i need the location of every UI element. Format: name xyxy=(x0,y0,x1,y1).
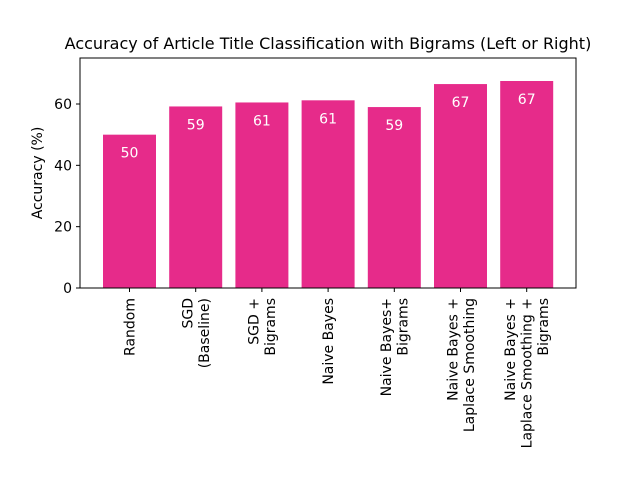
x-tick-label-line: Naive Bayes+ xyxy=(379,298,395,396)
plot-frame xyxy=(79,57,577,289)
bars-layer xyxy=(103,81,554,288)
bar-value-label: 59 xyxy=(385,118,403,134)
x-tick-label-line: Laplace Smoothing xyxy=(462,298,478,432)
x-tick-label-line: Random xyxy=(123,298,139,356)
bar-value-label: 67 xyxy=(452,95,470,111)
y-tick-label: 60 xyxy=(54,97,72,113)
bar xyxy=(169,106,223,288)
y-tick-label: 40 xyxy=(54,158,72,174)
bar-value-label: 61 xyxy=(253,113,271,129)
x-tick-label-line: Laplace Smoothing + xyxy=(520,298,536,448)
x-tick-label-line: Bigrams xyxy=(396,298,412,356)
bar xyxy=(235,102,289,288)
y-axis: 0 20 40 60 xyxy=(54,97,80,297)
y-tick-label: 20 xyxy=(54,220,72,236)
y-axis-label: Accuracy (%) xyxy=(30,127,46,220)
chart-title: Accuracy of Article Title Classification… xyxy=(65,34,592,53)
x-tick-label-line: SGD xyxy=(180,298,196,329)
x-tick-label-line: Naive Bayes xyxy=(321,298,337,385)
x-tick-label-line: Bigrams xyxy=(536,298,552,356)
x-tick-label-line: (Baseline) xyxy=(197,298,213,368)
x-tick-label: Naive Bayes xyxy=(321,298,337,385)
bar xyxy=(367,107,421,288)
bar-value-label: 50 xyxy=(121,146,139,162)
x-tick-label-line: Naive Bayes + xyxy=(445,298,461,401)
x-axis: Random SGD (Baseline) SGD + Bigrams Naive Bay… xyxy=(123,288,552,448)
bar-value-label: 61 xyxy=(319,111,337,127)
x-tick-label: SGD + Bigrams xyxy=(247,298,280,356)
x-tick-label: Naive Bayes + Laplace Smoothing xyxy=(445,298,478,432)
x-tick-label: Naive Bayes + Laplace Smoothing + Bigrams xyxy=(503,298,552,448)
bar-value-label: 67 xyxy=(518,92,536,108)
x-tick-label-line: Bigrams xyxy=(263,298,279,356)
x-tick-label: Naive Bayes+ Bigrams xyxy=(379,298,412,396)
bar xyxy=(500,81,554,288)
x-tick-label: Random xyxy=(123,298,139,356)
bar-value-labels: 50 59 61 61 59 67 67 xyxy=(121,92,536,162)
bar xyxy=(103,134,156,288)
x-tick-label: SGD (Baseline) xyxy=(180,298,213,368)
y-tick-label: 0 xyxy=(63,281,72,297)
x-tick-label-line: Naive Bayes + xyxy=(503,298,519,401)
bar-value-label: 59 xyxy=(187,117,205,133)
bar xyxy=(434,84,487,288)
x-tick-label-line: SGD + xyxy=(247,298,263,345)
bar xyxy=(301,100,355,288)
